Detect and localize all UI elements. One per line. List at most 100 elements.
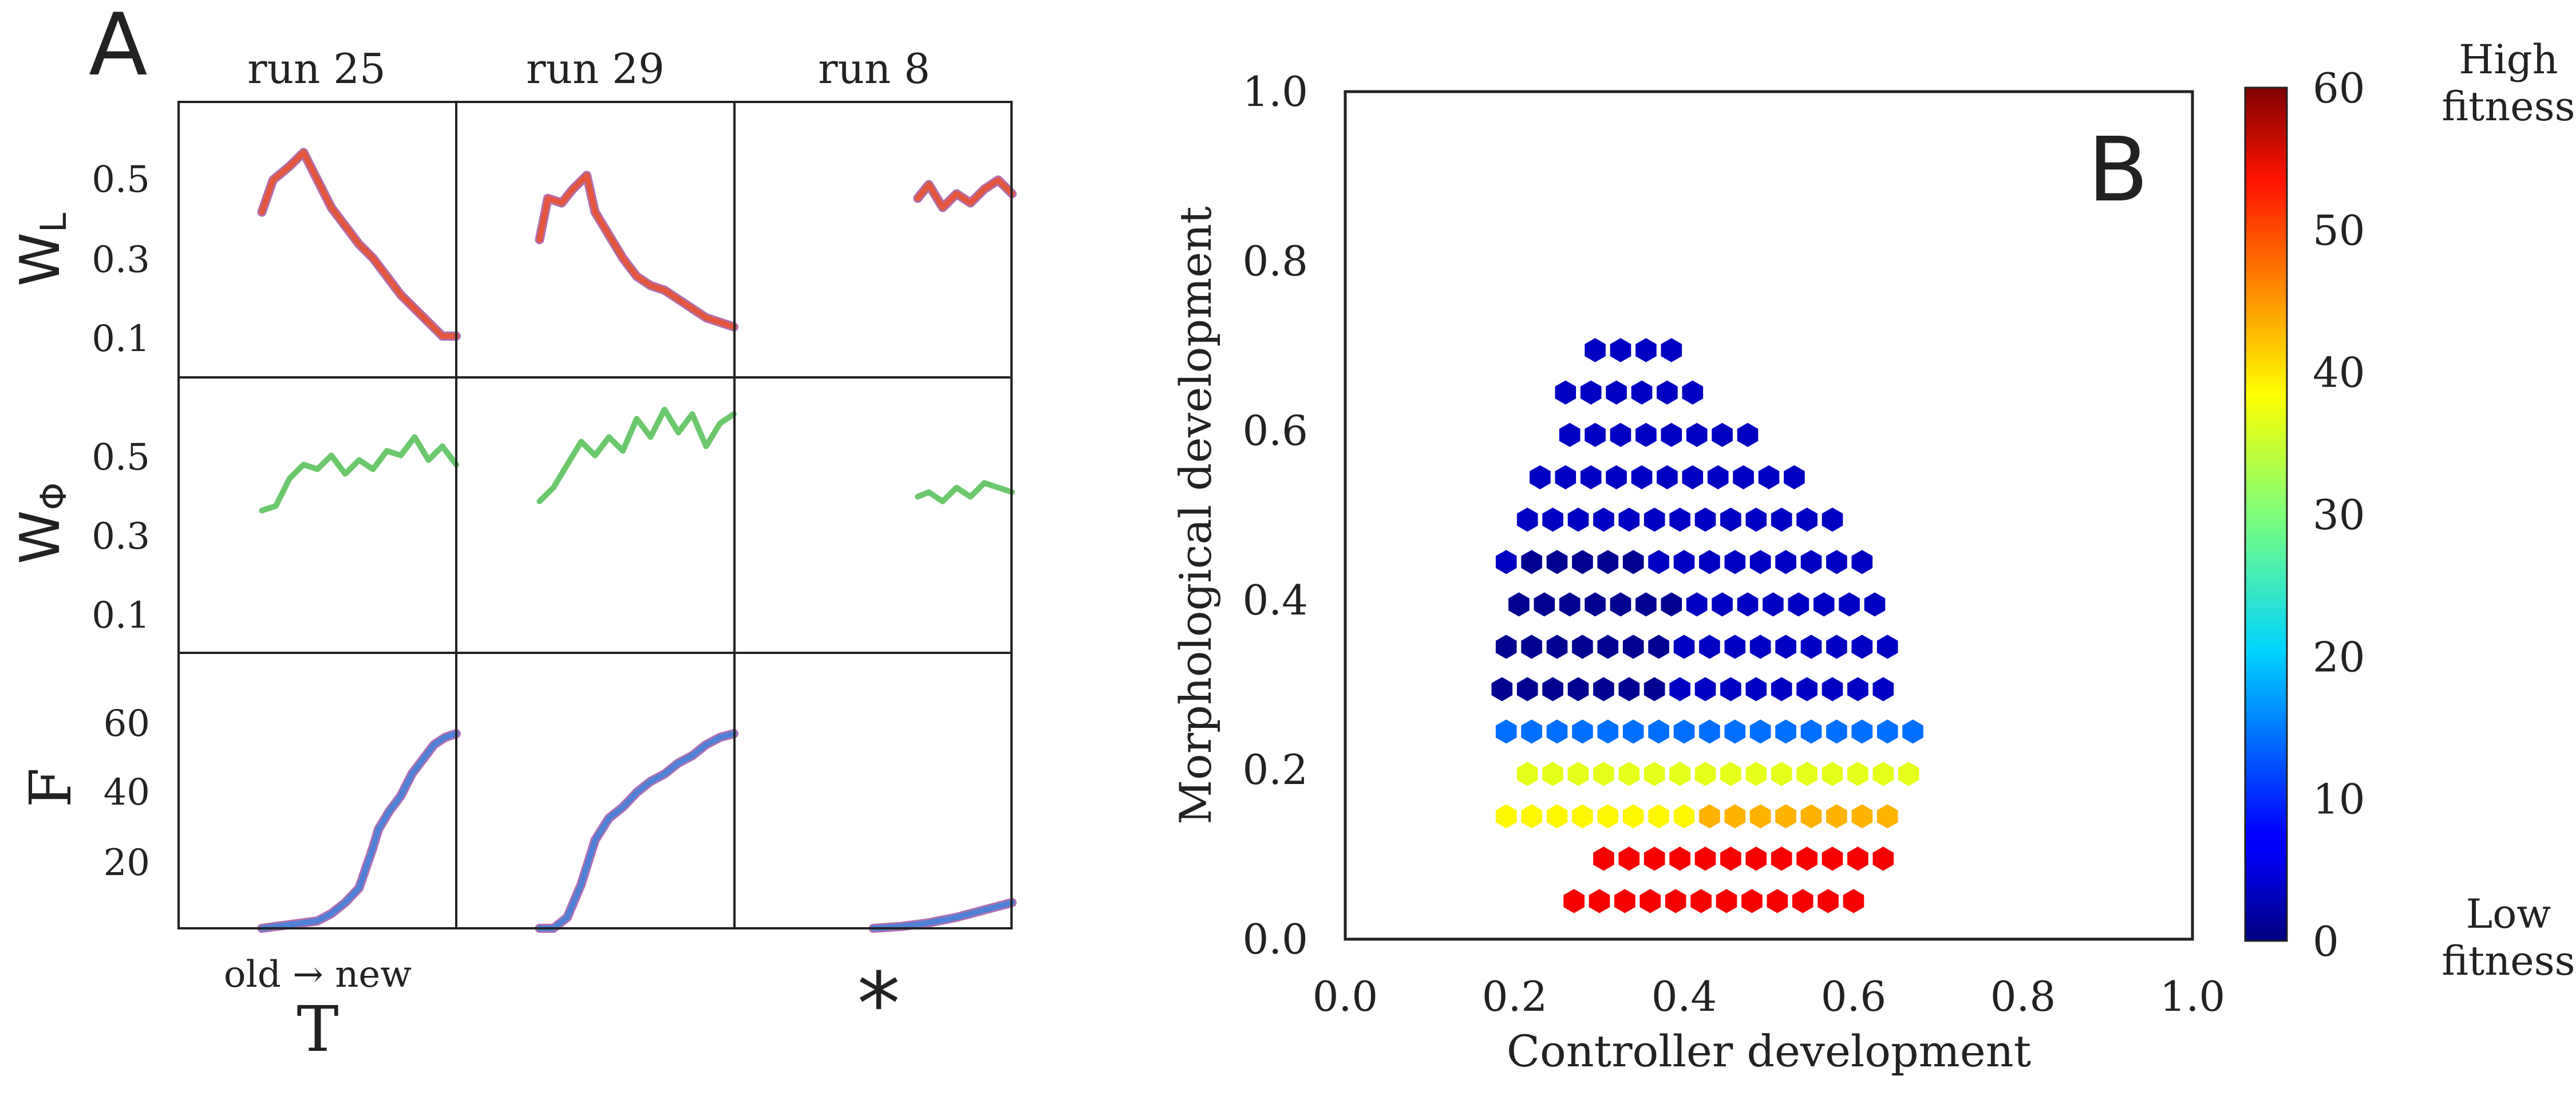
svg-text:WL: WL [9,212,74,286]
hex-cell [1508,592,1530,617]
colorbar [2244,86,2288,942]
hex-cell [1669,846,1690,871]
hex-cell [1749,719,1771,744]
hex-cell [1724,719,1746,744]
hex-cell [1699,719,1720,744]
hex-cell [1669,677,1690,702]
hex-cell [1622,550,1644,574]
hex-cell [1648,719,1669,744]
hex-cell [1639,889,1661,913]
hex-cell [1572,719,1593,744]
hex-cell [1648,635,1669,659]
hex-cell [1673,719,1695,744]
hex-cell [1792,889,1814,913]
hex-cell [1737,592,1759,617]
hex-cell [1771,762,1792,786]
hex-cell [1775,635,1796,659]
hex-cell [1546,550,1568,574]
hex-cell [1495,635,1517,659]
hex-cell [1872,846,1894,871]
line-wl-run-8 [915,177,1015,211]
hex-cell [1521,635,1542,659]
panel-a-grid [177,101,1013,929]
hex-cell [1872,677,1894,702]
colorbar-tick-30: 30 [2313,491,2365,539]
tick-f-40: 40 [104,771,150,814]
hex-cell [1580,380,1602,405]
x-tick-labels: 0.0 0.2 0.4 0.6 0.8 1.0 [1313,972,2226,1021]
hex-cell [1720,677,1741,702]
hex-cell [1682,465,1704,490]
hex-cell [1712,423,1733,447]
hex-cell [1559,592,1581,617]
hex-cell [1712,592,1733,617]
hex-cell [1563,889,1585,913]
hex-cell [1847,762,1868,786]
hex-cell [1572,804,1593,829]
x-axis-label: Controller development [1507,1026,2031,1077]
hex-cell [1669,762,1690,786]
hex-cell [1585,338,1606,363]
hex-cell [1631,465,1653,490]
line-wl-run-29 [536,172,737,330]
hex-cell [1622,635,1644,659]
hex-cell [1898,762,1919,786]
hex-cell [1771,677,1792,702]
hex-cell [1495,804,1517,829]
hex-cell [1597,635,1619,659]
y-tick-1.0: 1.0 [1242,68,1308,116]
hex-cell [1643,677,1665,702]
hex-cell [1839,592,1860,617]
hex-cell [1720,507,1741,532]
time-direction-caption: old → new [224,954,412,996]
hex-cell [1542,762,1563,786]
hex-cell [1635,338,1657,363]
tick-wphi-0.1: 0.1 [92,594,150,637]
hex-cell [1788,592,1809,617]
hex-cell [1559,423,1581,447]
hex-cell [1661,423,1682,447]
hex-cell [1555,465,1577,490]
hex-cell [1530,465,1551,490]
panel-a-label: A [89,0,148,95]
hex-cell [1516,677,1538,702]
hex-cell [1851,804,1873,829]
hex-cell [1618,762,1640,786]
tick-f-20: 20 [104,842,150,884]
hex-cell [1690,889,1712,913]
column-header-run-8: run 8 [818,45,930,93]
hex-cell [1534,592,1555,617]
tick-wphi-0.5: 0.5 [92,436,150,479]
hex-cell [1542,677,1563,702]
hex-cell [1694,762,1716,786]
hex-cell [1720,846,1741,871]
hex-cell [1851,550,1873,574]
hex-cell [1902,719,1923,744]
hex-cell [1699,635,1720,659]
hex-cell [1516,762,1538,786]
hex-cell [1682,380,1704,405]
tick-wl-0.1: 0.1 [92,318,150,360]
line-wphi-run-29 [536,407,737,505]
hex-cell [1567,677,1589,702]
time-axis-label: T [297,992,338,1066]
hex-cell [1546,719,1568,744]
column-header-run-29: run 29 [526,45,665,93]
x-tick-0.0: 0.0 [1313,972,1378,1021]
hex-cell [1741,889,1763,913]
hex-cell [1546,635,1568,659]
panel-a-lines [257,148,1017,933]
y-tick-0.0: 0.0 [1242,915,1308,963]
hex-cell [1876,804,1898,829]
hex-cell [1707,465,1729,490]
hex-cell [1567,507,1589,532]
hex-cell [1800,550,1822,574]
hex-cell [1618,677,1640,702]
y-axis-label: Morphological development [1170,206,1221,824]
panel-b-label: B [2088,118,2148,222]
row-label-wphi: WΦ [9,482,74,564]
hex-cell [1521,550,1542,574]
hex-cell [1694,846,1716,871]
hex-cell [1771,507,1792,532]
hex-cell [1622,719,1644,744]
